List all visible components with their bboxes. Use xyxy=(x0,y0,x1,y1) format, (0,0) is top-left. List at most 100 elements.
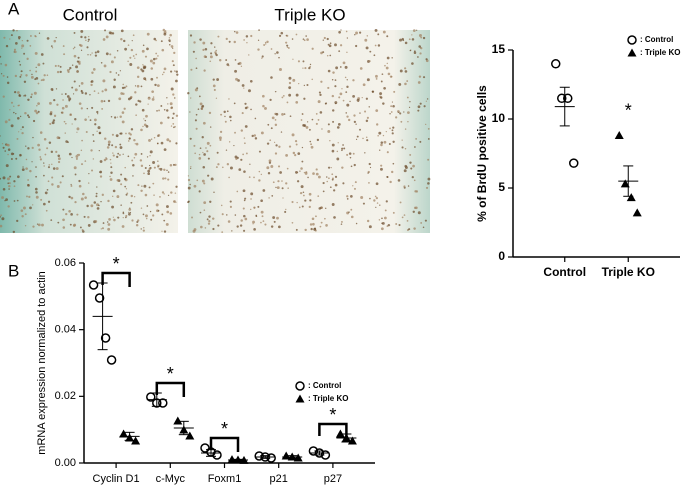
cell-dot xyxy=(200,225,203,229)
cell-dot xyxy=(203,182,206,185)
cell-dot xyxy=(285,208,287,211)
data-point xyxy=(632,208,642,217)
cell-dot xyxy=(161,213,164,216)
cell-dot xyxy=(199,211,202,214)
cell-dot xyxy=(340,29,342,31)
cell-dot xyxy=(419,46,423,50)
cell-dot xyxy=(151,97,155,101)
cell-dot xyxy=(157,135,159,137)
data-point xyxy=(212,450,222,460)
cell-dot xyxy=(204,48,208,51)
cell-dot xyxy=(130,95,133,99)
cell-dot xyxy=(413,227,416,230)
cell-dot xyxy=(215,166,218,169)
cell-dot xyxy=(292,58,294,60)
cell-dot xyxy=(32,204,34,206)
cell-dot xyxy=(51,121,55,125)
cell-dot xyxy=(20,128,22,130)
cell-dot xyxy=(218,136,222,140)
cell-dot xyxy=(37,143,40,147)
cell-dot xyxy=(37,110,40,113)
cell-dot xyxy=(73,80,76,83)
cell-dot xyxy=(160,141,164,145)
cell-dot xyxy=(238,168,242,171)
cell-dot xyxy=(194,119,197,122)
cell-dot xyxy=(359,112,361,114)
cell-dot xyxy=(48,141,52,145)
cell-dot xyxy=(420,222,423,224)
cell-dot xyxy=(75,155,79,158)
cell-dot xyxy=(361,96,363,99)
cell-dot xyxy=(35,111,39,115)
cell-dot xyxy=(87,54,89,56)
cell-dot xyxy=(78,184,82,188)
cell-dot xyxy=(302,113,304,115)
cell-dot xyxy=(306,83,309,87)
cell-dot xyxy=(373,199,376,202)
cell-dot xyxy=(174,97,176,99)
cell-dot xyxy=(217,35,220,38)
cell-dot xyxy=(344,65,348,69)
cell-dot xyxy=(306,121,309,123)
cell-dot xyxy=(105,35,109,39)
cell-dot xyxy=(140,128,143,132)
cell-dot xyxy=(342,182,345,185)
cell-dot xyxy=(399,112,402,115)
cell-dot xyxy=(0,73,3,75)
cell-dot xyxy=(254,137,258,140)
cell-dot xyxy=(12,153,15,155)
cell-dot xyxy=(295,101,299,104)
cell-dot xyxy=(71,64,74,66)
data-point xyxy=(626,193,636,202)
x-tick-label: c-Myc xyxy=(156,473,186,485)
cell-dot xyxy=(107,199,110,203)
cell-dot xyxy=(270,76,273,79)
cell-dot xyxy=(155,57,158,60)
cell-dot xyxy=(189,34,193,37)
cell-dot xyxy=(167,171,170,173)
cell-dot xyxy=(286,101,289,104)
cell-dot xyxy=(295,33,298,36)
cell-dot xyxy=(270,225,274,228)
cell-dot xyxy=(262,104,265,108)
cell-dot xyxy=(133,196,136,198)
cell-dot xyxy=(366,35,369,37)
cell-dot xyxy=(29,206,32,210)
cell-dot xyxy=(320,51,323,55)
cell-dot xyxy=(140,164,144,168)
cell-dot xyxy=(155,203,159,207)
cell-dot xyxy=(315,168,318,171)
cell-dot xyxy=(145,217,148,220)
cell-dot xyxy=(143,184,147,188)
cell-dot xyxy=(152,182,155,185)
cell-dot xyxy=(147,96,151,100)
cell-dot xyxy=(346,115,349,118)
cell-dot xyxy=(329,42,332,45)
cell-dot xyxy=(27,184,30,187)
legend-marker xyxy=(627,35,637,45)
data-point xyxy=(335,429,345,438)
cell-dot xyxy=(112,195,114,198)
cell-dot xyxy=(229,119,232,122)
cell-dot xyxy=(337,142,339,144)
cell-dot xyxy=(149,154,151,157)
cell-dot xyxy=(365,119,369,123)
cell-dot xyxy=(108,218,111,221)
cell-dot xyxy=(78,102,82,105)
data-point xyxy=(146,392,156,402)
cell-dot xyxy=(331,149,335,153)
cell-dot xyxy=(168,39,171,42)
cell-dot xyxy=(162,28,166,32)
cell-dot xyxy=(152,161,156,165)
cell-dot xyxy=(285,153,288,157)
cell-dot xyxy=(383,86,386,90)
cell-dot xyxy=(175,70,178,73)
cell-dot xyxy=(316,138,320,142)
cell-dot xyxy=(365,136,368,138)
cell-dot xyxy=(306,38,309,41)
cell-dot xyxy=(92,134,95,136)
cell-dot xyxy=(300,167,303,170)
cell-dot xyxy=(32,136,34,139)
cell-dot xyxy=(1,217,5,221)
cell-dot xyxy=(258,179,261,182)
